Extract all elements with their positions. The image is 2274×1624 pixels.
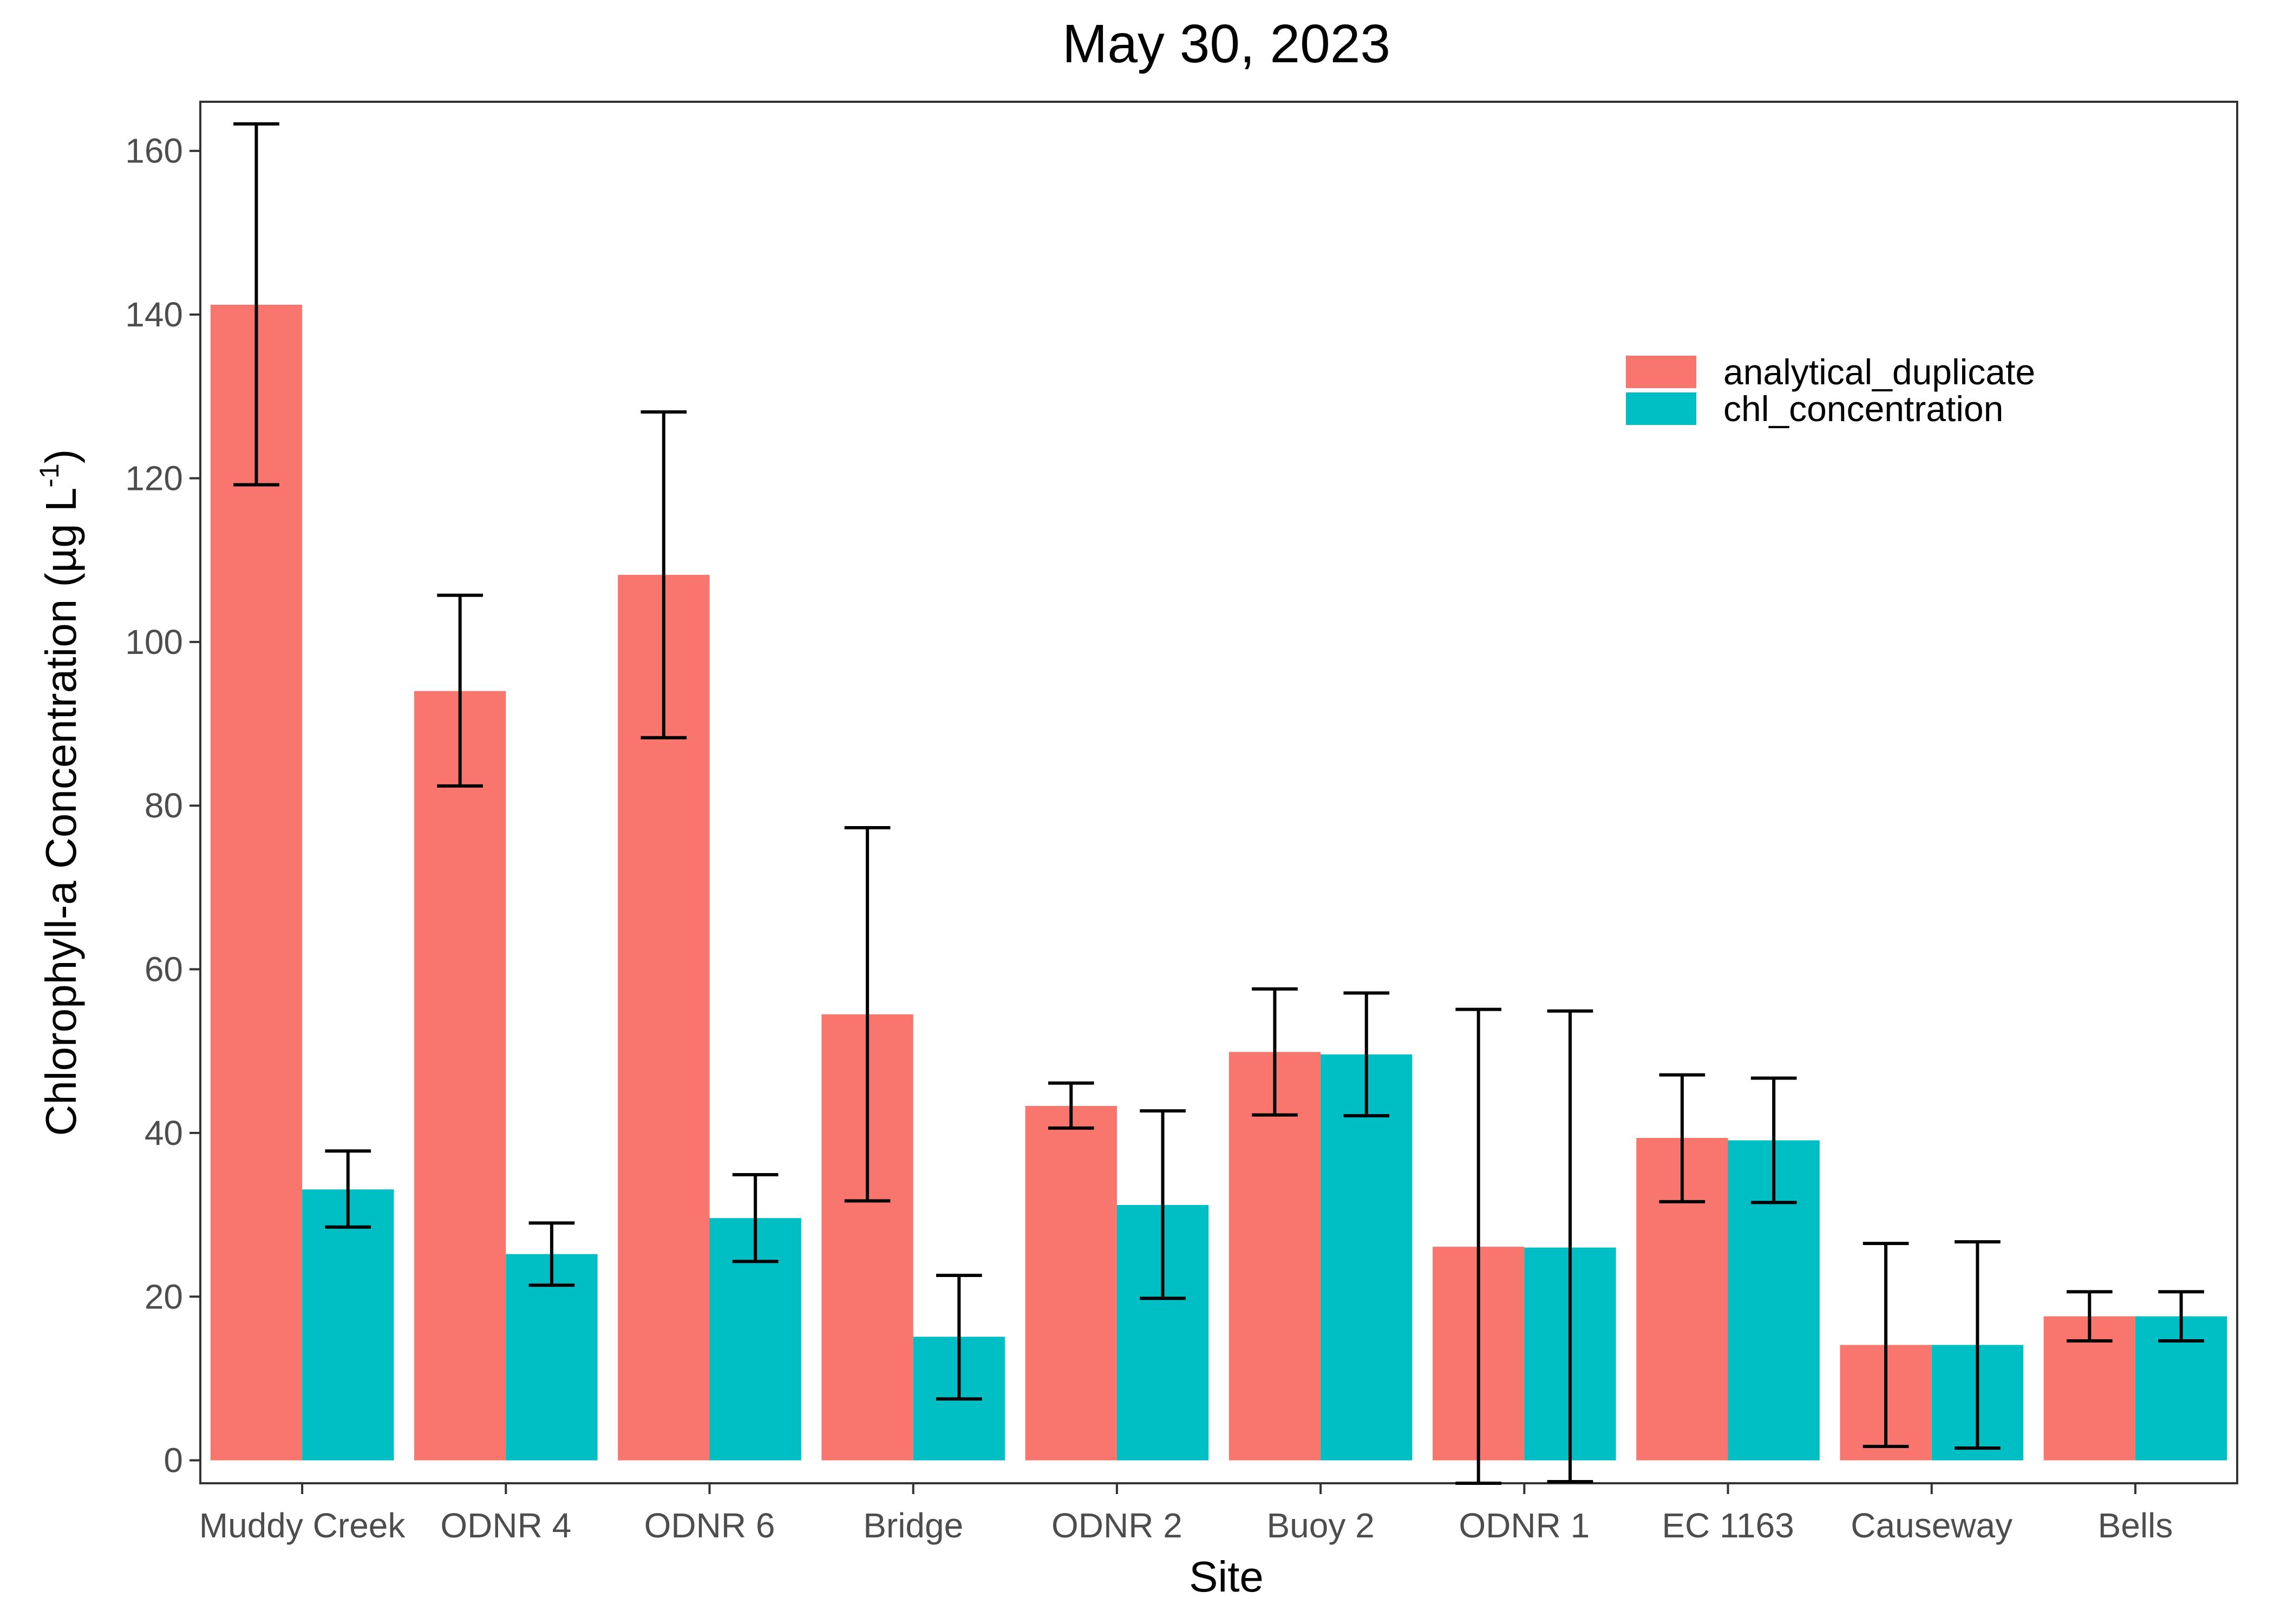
x-tick-label: Bells — [2098, 1506, 2173, 1545]
error-bar-analytical_duplicate-3 — [844, 826, 891, 1203]
bar-analytical_duplicate-5 — [1229, 1052, 1321, 1461]
error-bar-chl_concentration-5 — [1343, 991, 1390, 1118]
y-tick-label: 40 — [145, 1114, 183, 1152]
legend-key-chl_concentration — [1626, 392, 1696, 425]
error-bar-analytical_duplicate-7 — [1659, 1073, 1706, 1203]
y-axis-title: Chlorophyll-a Concentration (µg L-1) — [34, 449, 85, 1136]
y-axis-title-superscript: -1 — [34, 463, 64, 487]
x-tick-label: ODNR 6 — [644, 1506, 775, 1545]
error-bar-chl_concentration-4 — [1140, 1109, 1186, 1300]
error-bar-analytical_duplicate-8 — [1863, 1242, 1909, 1448]
y-tick-label: 140 — [125, 295, 183, 334]
chart-title: May 30, 2023 — [1062, 14, 1390, 74]
y-axis-title-close: ) — [37, 449, 85, 464]
y-tick-label: 80 — [145, 786, 183, 825]
bar-chl_concentration-5 — [1321, 1054, 1413, 1461]
legend-label: analytical_duplicate — [1723, 352, 2035, 392]
error-bar-analytical_duplicate-2 — [641, 410, 687, 739]
error-bars — [233, 122, 2204, 1485]
y-axis-title-main: Chlorophyll-a Concentration (µg L — [37, 488, 85, 1136]
x-tick-label: Causeway — [1851, 1506, 2012, 1545]
x-tick-label: ODNR 1 — [1459, 1506, 1590, 1545]
x-axis: Muddy Creek ODNR 4 ODNR 6 Bridge ODNR 2 Buoy … — [199, 1483, 2173, 1545]
error-bar-chl_concentration-8 — [1955, 1240, 2001, 1450]
error-bar-chl_concentration-9 — [2158, 1290, 2204, 1343]
y-tick-label: 20 — [145, 1277, 183, 1316]
y-tick-label: 160 — [125, 132, 183, 171]
x-tick-label: Bridge — [863, 1506, 963, 1545]
bar-analytical_duplicate-0 — [210, 304, 303, 1461]
error-bar-analytical_duplicate-9 — [2066, 1290, 2113, 1343]
error-bar-chl_concentration-3 — [936, 1273, 982, 1401]
y-tick-label: 120 — [125, 459, 183, 497]
y-tick-label: 0 — [164, 1441, 183, 1480]
error-bar-chl_concentration-6 — [1547, 1009, 1593, 1483]
x-tick-label: ODNR 2 — [1051, 1506, 1182, 1545]
bar-analytical_duplicate-4 — [1025, 1106, 1117, 1461]
y-tick-label: 60 — [145, 950, 183, 989]
legend-key-analytical_duplicate — [1626, 356, 1696, 388]
error-bar-chl_concentration-7 — [1750, 1076, 1797, 1204]
error-bar-analytical_duplicate-1 — [437, 593, 483, 788]
error-bar-chl_concentration-0 — [325, 1149, 371, 1229]
y-axis: 0 20 40 60 80 100 120 140 160 — [125, 132, 200, 1480]
plot-panel — [199, 101, 2238, 1484]
x-tick-label: ODNR 4 — [440, 1506, 571, 1545]
x-tick-label: EC 1163 — [1662, 1506, 1794, 1545]
x-axis-title: Site — [1189, 1553, 1264, 1601]
bar-chl_concentration-0 — [302, 1189, 394, 1461]
x-tick-label: Muddy Creek — [199, 1506, 406, 1545]
error-bar-analytical_duplicate-6 — [1455, 1007, 1501, 1485]
x-tick-label: Buoy 2 — [1266, 1506, 1374, 1545]
bar-analytical_duplicate-1 — [414, 691, 506, 1461]
error-bar-analytical_duplicate-5 — [1252, 987, 1298, 1117]
error-bar-chl_concentration-1 — [528, 1221, 575, 1287]
legend-label: chl_concentration — [1723, 389, 2003, 429]
error-bar-analytical_duplicate-4 — [1048, 1081, 1094, 1130]
y-tick-label: 100 — [125, 623, 183, 662]
error-bar-chl_concentration-2 — [732, 1173, 779, 1263]
error-bar-analytical_duplicate-0 — [233, 122, 279, 487]
bar-chl_concentration-1 — [506, 1254, 598, 1461]
